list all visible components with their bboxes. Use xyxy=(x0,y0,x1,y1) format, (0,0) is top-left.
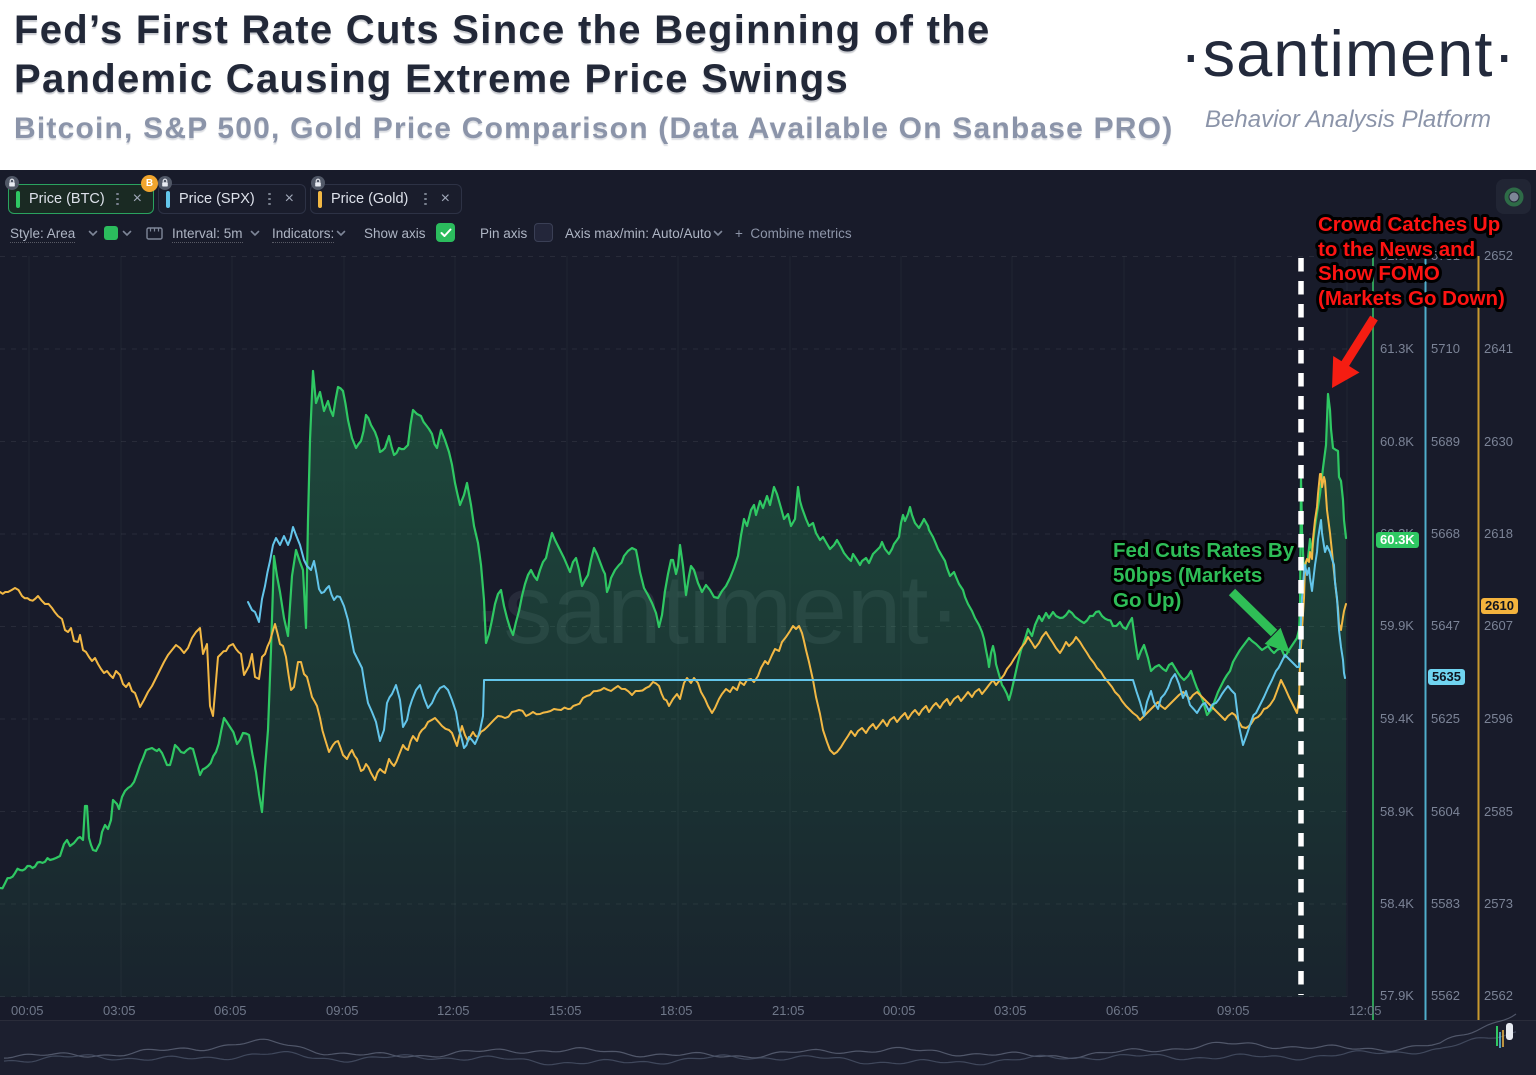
svg-text:Show FOMO: Show FOMO xyxy=(1318,262,1440,285)
svg-text:50bps (Markets: 50bps (Markets xyxy=(1113,564,1262,587)
svg-text:Fed Cuts Rates By: Fed Cuts Rates By xyxy=(1113,539,1295,562)
svg-text:Go Up): Go Up) xyxy=(1113,589,1181,612)
svg-text:(Markets Go Down): (Markets Go Down) xyxy=(1318,287,1505,310)
svg-text:Crowd Catches Up: Crowd Catches Up xyxy=(1318,213,1500,236)
svg-text:to the News and: to the News and xyxy=(1318,238,1475,261)
